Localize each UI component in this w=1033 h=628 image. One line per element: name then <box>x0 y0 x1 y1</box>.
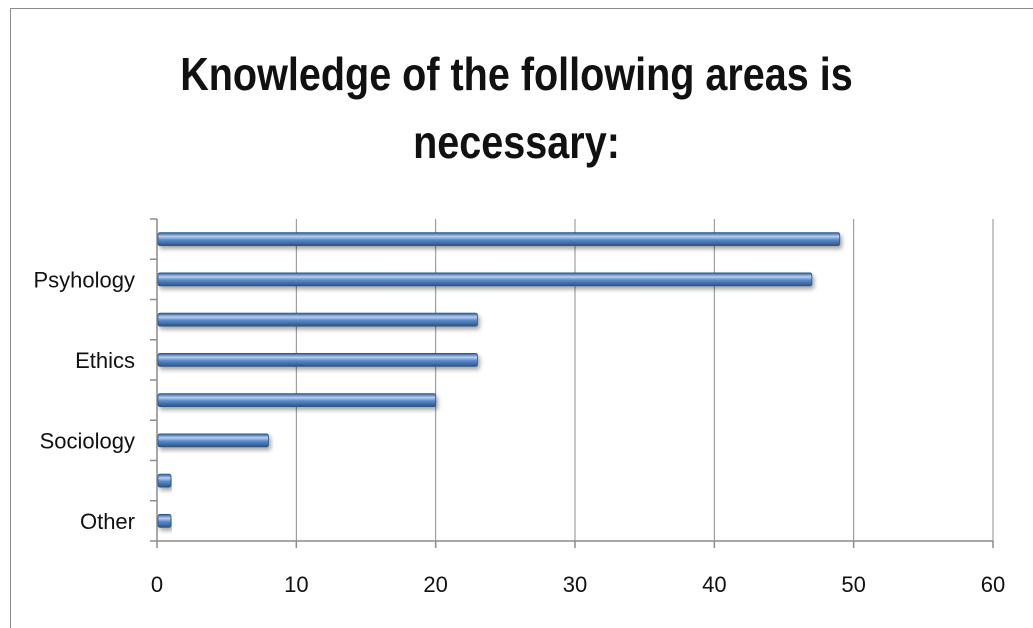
bar-sociology <box>157 433 269 448</box>
y-tick-label: Psyhology <box>33 267 135 292</box>
bar-unlabeled-7 <box>157 232 841 247</box>
chart-frame <box>10 8 1033 628</box>
bar-ethics <box>157 352 478 367</box>
bar-unlabeled-5 <box>157 312 478 327</box>
bar-psyhology <box>157 272 813 287</box>
x-tick-label: 30 <box>563 572 587 597</box>
bar-other <box>157 513 172 528</box>
bar-unlabeled-1 <box>157 473 172 488</box>
x-tick-label: 20 <box>423 572 447 597</box>
x-tick-label: 10 <box>284 572 308 597</box>
x-tick-label: 40 <box>702 572 726 597</box>
y-tick-label: Other <box>80 509 135 534</box>
x-tick-label: 60 <box>981 572 1005 597</box>
bar-unlabeled-3 <box>157 393 437 408</box>
y-tick-label: Sociology <box>40 428 135 453</box>
chart-title: Knowledge of the following areas is nece… <box>180 48 853 168</box>
x-tick-label: 0 <box>151 572 163 597</box>
x-tick-label: 50 <box>841 572 865 597</box>
y-tick-label: Ethics <box>75 348 135 373</box>
